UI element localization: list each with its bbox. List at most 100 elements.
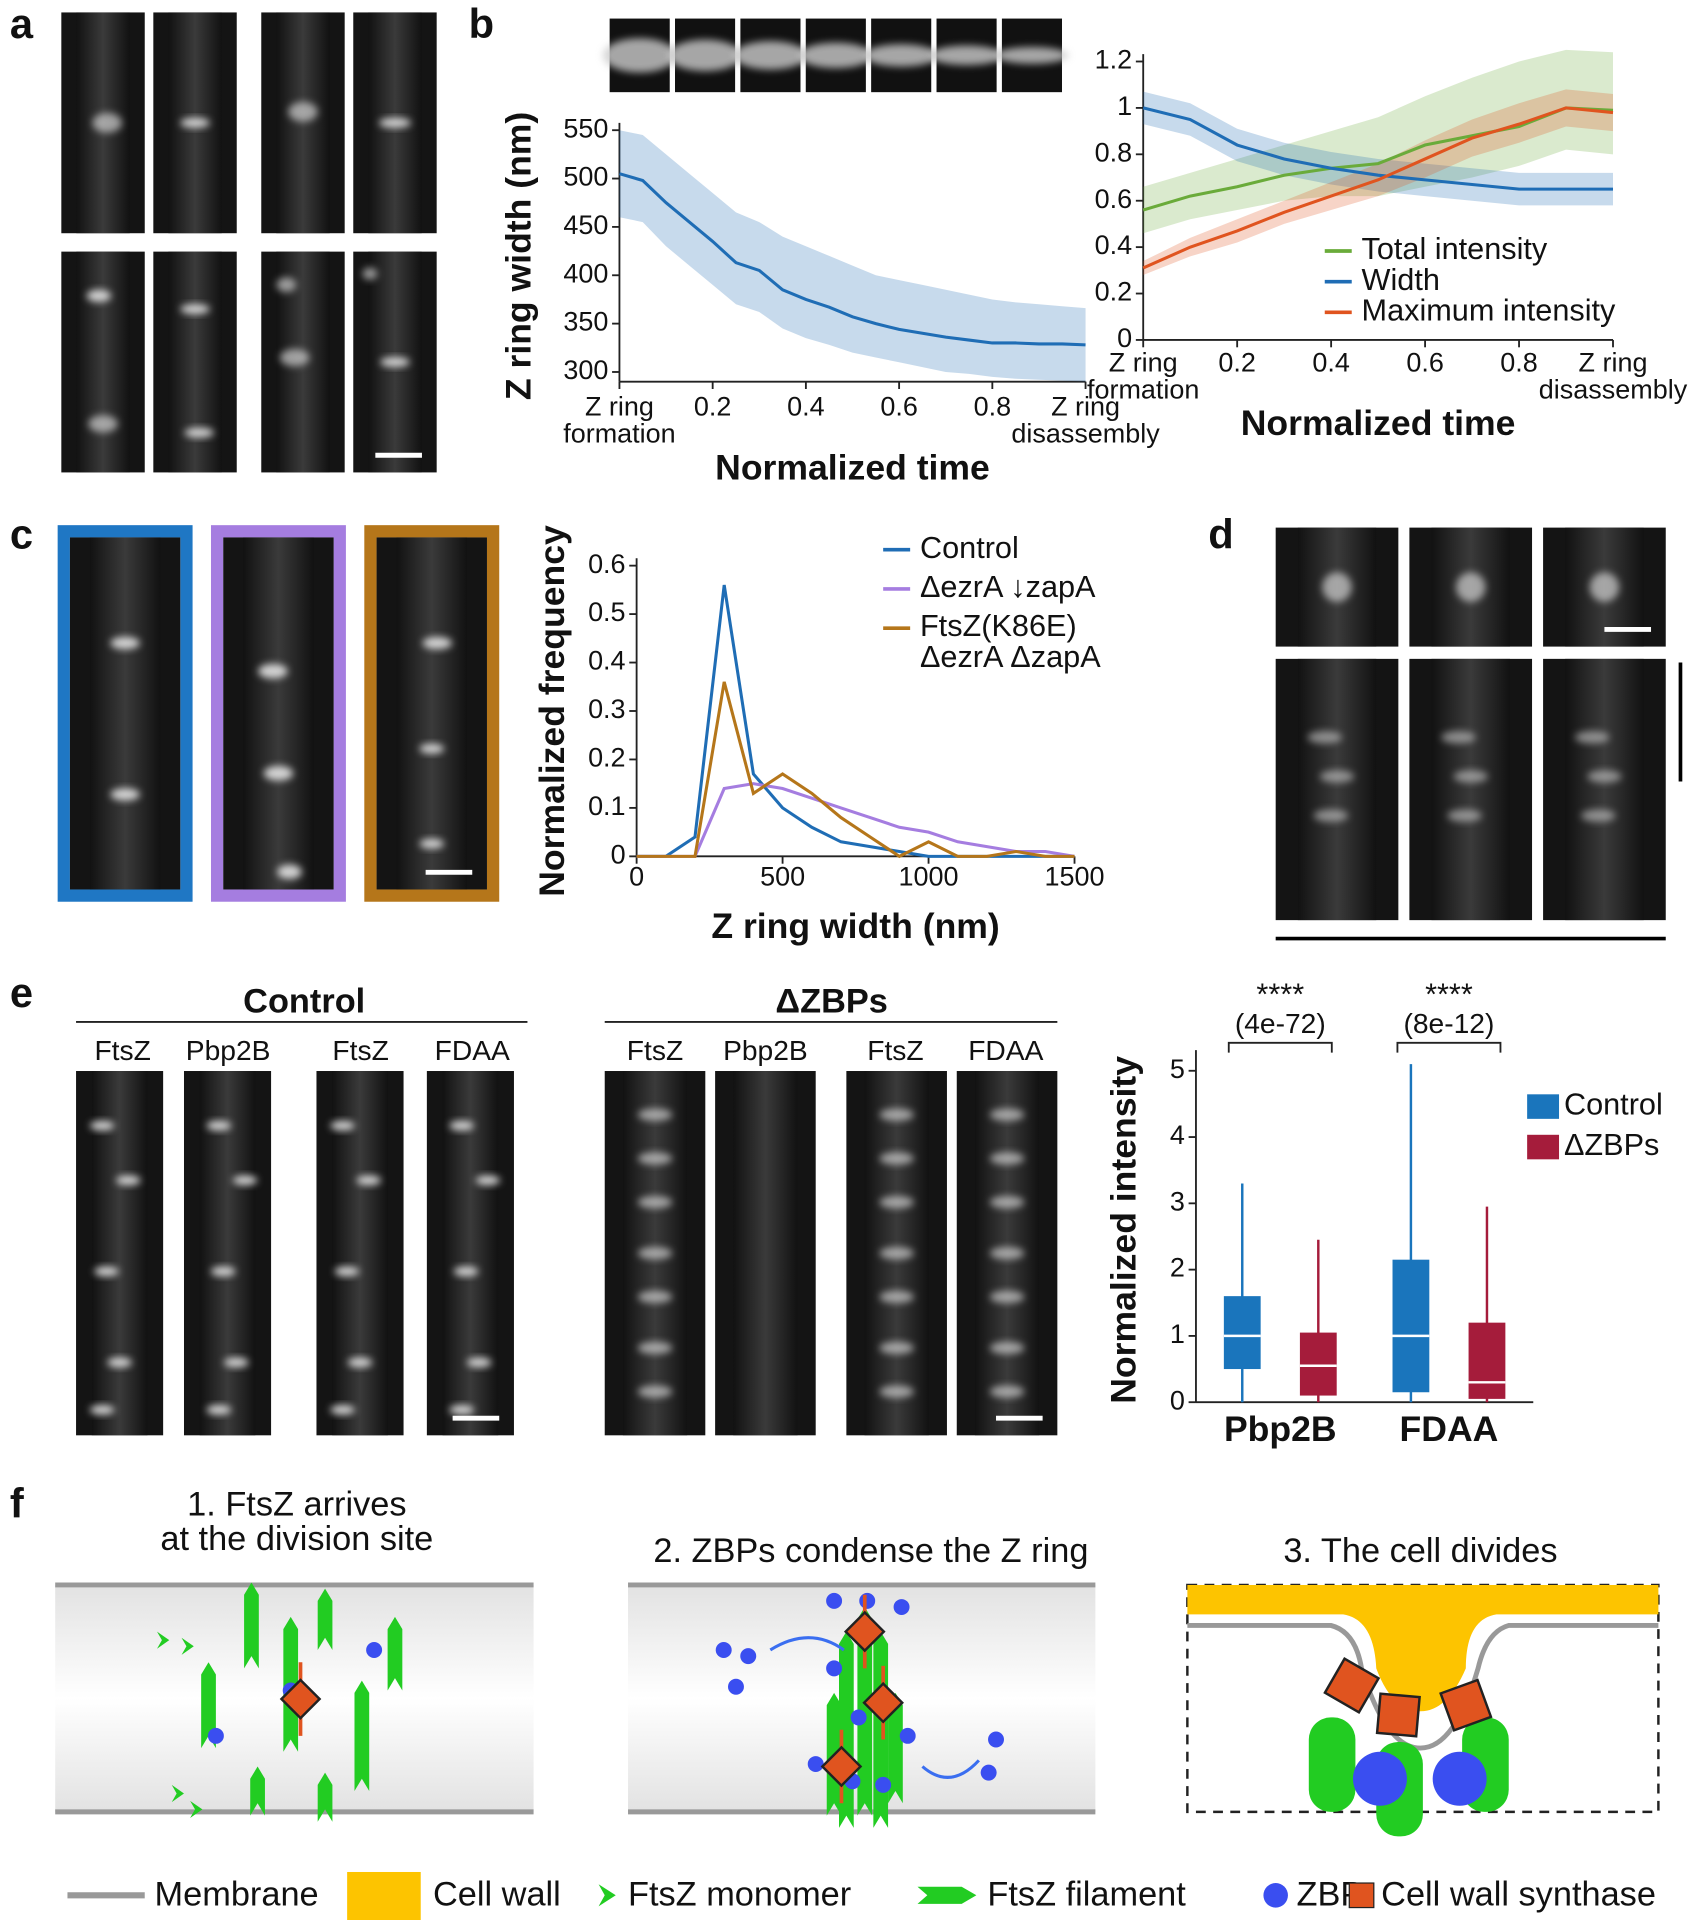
spot [879,1196,914,1209]
panel-label: f [10,1479,24,1526]
spot [110,636,140,650]
spot [89,1120,115,1131]
legend-label: Width [1362,263,1440,297]
legend-swatch [598,1884,616,1907]
x-axis-title: Normalized time [715,447,990,487]
spot [637,1247,673,1260]
panel-label: a [10,0,34,47]
spot [989,1385,1025,1398]
cell [442,1071,499,1436]
y-tick-label: 1 [1170,1319,1185,1349]
spot [1587,770,1622,783]
cell [1431,658,1510,921]
synthase [843,1610,886,1653]
zbp [366,1642,383,1658]
kymo-band [799,42,873,69]
legend-label: Membrane [155,1876,319,1914]
spot [116,1175,141,1186]
line [619,172,1086,347]
monomer [181,1637,194,1655]
spot [180,117,210,128]
x-tick-label: 1000 [899,862,959,892]
zbp [875,1776,892,1793]
spot [94,1266,119,1277]
zbp [1432,1751,1487,1806]
kymo-band [864,44,938,67]
cell [199,1071,256,1436]
spot [1322,572,1352,602]
box [1223,1296,1261,1370]
spot [879,1247,914,1260]
legend-label: ΔZBPs [1564,1128,1659,1162]
x-tick-label: Z ring disassembly [1011,392,1160,449]
spot [1313,809,1349,822]
kymo-band [733,41,808,70]
y-tick-label: 0 [1117,323,1132,353]
spot [422,636,453,650]
cell [1565,658,1644,921]
x-tick-label: 0.2 [694,392,732,422]
legend-label: Cell wall synthase [1381,1876,1656,1914]
spot [1319,770,1355,783]
zbp [826,1660,843,1677]
spot [466,1357,492,1368]
legend-label: Total intensity [1362,232,1548,266]
spot [879,1290,914,1304]
y-axis-title: Normalized frequency [532,525,572,897]
spot [989,1108,1025,1121]
spot [419,743,445,754]
spot [1581,809,1616,822]
y-tick-label: 0.6 [588,549,626,579]
monomer [157,1631,170,1649]
chart: 300 350 400 450 500 550 Z ring formation 0.2 0.4 0… [499,112,1161,488]
panel-label: b [469,0,494,47]
spot [223,1357,249,1368]
spot [206,1120,232,1131]
spot [637,1341,673,1355]
spot [110,788,140,801]
legend-label: Cell wall [433,1876,561,1914]
x-axis-title: Normalized time [1241,403,1516,443]
bracket [1396,1041,1502,1053]
column-label: FtsZ [94,1034,150,1066]
kymo-band [929,45,1004,66]
spot [330,1120,355,1131]
y-tick-label: 550 [563,113,608,143]
error-band [1143,49,1614,234]
panel-label: e [10,969,33,1016]
zbp [727,1678,744,1695]
spot [263,765,294,781]
x-tick-label: 0.4 [1312,348,1350,378]
spot [334,1266,360,1277]
legend-swatch [917,1886,977,1904]
x-tick-label: Z ring formation [563,392,675,449]
column-label: Pbp2B [723,1034,808,1066]
spot [1447,809,1482,822]
x-tick-label: 0.4 [787,392,825,422]
y-tick-label: 400 [563,258,608,288]
kymo-band [602,38,677,73]
column-label: FtsZ [332,1034,388,1066]
panel-label: d [1208,510,1233,557]
spot [279,349,310,367]
cell [76,251,130,473]
spot [1455,572,1486,602]
annotation: **** [1425,977,1473,1011]
annotation: (4e-72) [1235,1007,1326,1039]
zbp [826,1592,843,1609]
spot [637,1385,673,1398]
spot [1574,731,1610,744]
spot [637,1108,673,1121]
spot [1441,731,1476,744]
cell [89,537,161,890]
x-tick-label: 500 [760,862,805,892]
monomer [171,1784,184,1803]
spot [419,838,445,849]
filament [1308,1717,1356,1812]
error-band [1143,89,1614,275]
cell [243,537,314,890]
cell [168,251,222,473]
spot [989,1290,1025,1304]
